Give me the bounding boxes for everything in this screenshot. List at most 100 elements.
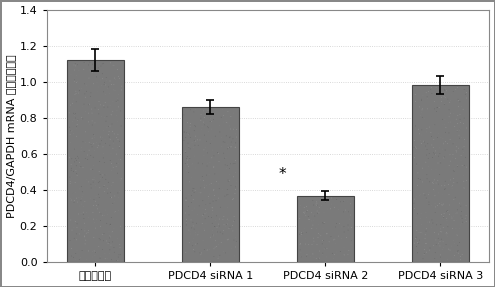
Point — [79, 210, 87, 214]
Point — [230, 141, 238, 146]
Point — [436, 151, 444, 156]
Point — [110, 245, 118, 250]
Point — [419, 166, 427, 170]
Point — [73, 249, 81, 253]
Point — [99, 145, 107, 149]
Point — [114, 255, 122, 259]
Point — [212, 238, 220, 243]
Point — [443, 216, 450, 220]
Point — [346, 201, 354, 206]
Point — [300, 226, 308, 231]
Point — [207, 181, 215, 186]
Point — [322, 199, 330, 204]
Point — [104, 241, 112, 246]
Point — [415, 127, 423, 131]
Point — [116, 224, 124, 228]
Point — [87, 94, 95, 98]
Point — [220, 249, 228, 254]
Point — [85, 123, 93, 127]
Point — [452, 148, 460, 153]
Point — [72, 100, 80, 104]
Point — [420, 245, 428, 249]
Point — [108, 122, 116, 126]
Point — [439, 123, 447, 127]
Point — [96, 255, 104, 259]
Point — [225, 178, 233, 183]
Point — [113, 171, 121, 175]
Point — [455, 128, 463, 133]
Point — [76, 160, 84, 165]
Point — [107, 82, 115, 87]
Point — [73, 122, 81, 127]
Point — [459, 173, 467, 178]
Point — [89, 249, 97, 254]
Point — [76, 204, 84, 208]
Point — [230, 127, 238, 131]
Point — [460, 87, 468, 92]
Point — [439, 245, 447, 250]
Point — [90, 175, 98, 180]
Point — [451, 124, 459, 129]
Point — [185, 192, 193, 197]
Point — [98, 138, 105, 143]
Point — [110, 88, 118, 93]
Point — [104, 191, 112, 195]
Point — [452, 150, 460, 154]
Point — [454, 97, 462, 102]
Point — [444, 222, 452, 227]
Point — [431, 107, 439, 111]
Point — [73, 127, 81, 131]
Point — [86, 68, 94, 72]
Point — [206, 116, 214, 121]
Point — [95, 66, 102, 70]
Point — [74, 89, 82, 94]
Point — [89, 142, 97, 146]
Point — [316, 256, 324, 261]
Point — [214, 151, 222, 156]
Point — [70, 255, 78, 260]
Point — [416, 138, 424, 143]
Point — [309, 252, 317, 256]
Point — [429, 187, 437, 192]
Point — [194, 161, 202, 165]
Point — [202, 248, 210, 253]
Point — [97, 64, 105, 68]
Point — [114, 191, 122, 195]
Point — [210, 165, 218, 170]
Point — [413, 163, 421, 168]
Point — [110, 250, 118, 255]
Point — [72, 232, 80, 236]
Point — [70, 225, 78, 230]
Point — [455, 240, 463, 245]
Point — [442, 139, 449, 144]
Point — [184, 121, 192, 125]
Point — [456, 126, 464, 131]
Point — [456, 254, 464, 259]
Point — [314, 211, 322, 216]
Point — [453, 164, 461, 169]
Point — [450, 180, 458, 185]
Point — [436, 229, 444, 234]
Point — [71, 116, 79, 120]
Point — [107, 183, 115, 188]
Point — [230, 218, 238, 223]
Point — [438, 95, 446, 100]
Point — [418, 133, 426, 137]
Point — [224, 205, 232, 210]
Point — [93, 203, 100, 208]
Point — [96, 185, 104, 190]
Point — [220, 113, 228, 118]
Point — [437, 226, 445, 230]
Point — [95, 195, 103, 200]
Point — [114, 208, 122, 212]
Point — [72, 168, 80, 172]
Point — [455, 226, 463, 231]
Point — [201, 123, 209, 127]
Point — [204, 214, 212, 219]
Point — [338, 236, 346, 241]
Point — [443, 233, 450, 237]
Point — [439, 240, 447, 244]
Point — [106, 223, 114, 228]
Point — [318, 253, 326, 257]
Point — [91, 220, 99, 225]
